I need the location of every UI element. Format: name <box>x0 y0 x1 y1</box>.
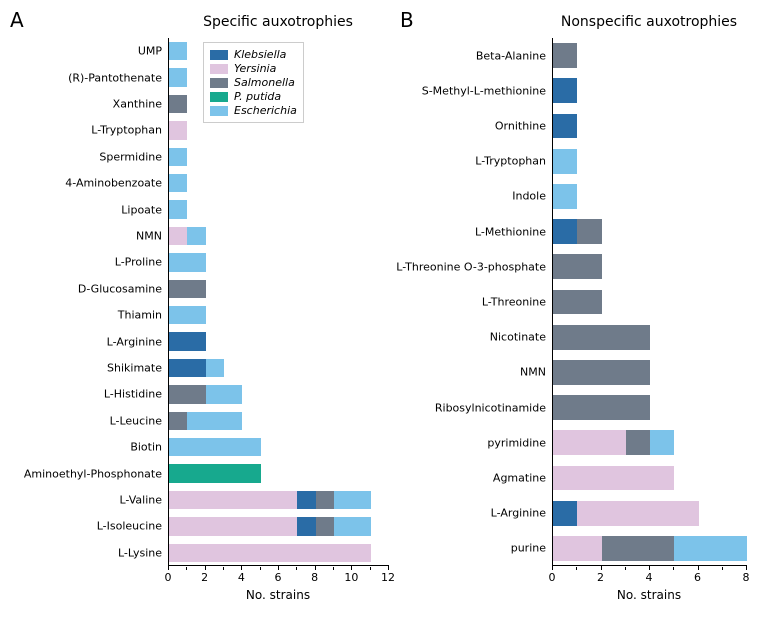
xtick-minor-mark <box>333 567 334 570</box>
xtick-minor-mark <box>576 567 577 570</box>
ytick-label: Nicotinate <box>490 331 546 344</box>
xtick-mark <box>698 565 699 570</box>
ytick-label: Indole <box>512 190 546 203</box>
xtick-minor-mark <box>223 567 224 570</box>
panel-b-yticks: Beta-Alanine S-Methyl-L-methionine Ornithi… <box>0 38 552 566</box>
ytick-label: Ribosylnicotinamide <box>435 401 546 414</box>
xtick-label: 2 <box>201 571 208 584</box>
ytick-label: L-Threonine O-3-phosphate <box>396 260 546 273</box>
panel-a-title: Specific auxotrophies <box>168 14 388 30</box>
xtick-minor-mark <box>186 567 187 570</box>
panel-b-xlabel: No. strains <box>552 588 746 602</box>
xtick-mark <box>649 565 650 570</box>
xtick-minor-mark <box>370 567 371 570</box>
panel-a-label: A <box>10 8 24 32</box>
xtick-label: 0 <box>549 571 556 584</box>
xtick-label: 2 <box>597 571 604 584</box>
ytick-label: Beta-Alanine <box>476 49 546 62</box>
ytick-label: pyrimidine <box>487 436 546 449</box>
xtick-label: 0 <box>165 571 172 584</box>
ytick-label: L-Methionine <box>475 225 546 238</box>
xtick-label: 4 <box>646 571 653 584</box>
panel-a-xlabel: No. strains <box>168 588 388 602</box>
xtick-label: 6 <box>275 571 282 584</box>
xtick-label: 4 <box>238 571 245 584</box>
ytick-label: NMN <box>520 366 546 379</box>
xtick-minor-mark <box>722 567 723 570</box>
ytick-label: purine <box>511 542 546 555</box>
xtick-label: 8 <box>743 571 750 584</box>
xtick-minor-mark <box>260 567 261 570</box>
xtick-mark <box>552 565 553 570</box>
xtick-mark <box>601 565 602 570</box>
xtick-label: 10 <box>344 571 358 584</box>
panel-b-title: Nonspecific auxotrophies <box>552 14 746 30</box>
ytick-label: L-Threonine <box>482 296 546 309</box>
ytick-label: L-Arginine <box>491 507 546 520</box>
ytick-label: S-Methyl-L-methionine <box>422 84 546 97</box>
panel-b-xticks: 02468 <box>552 38 746 566</box>
xtick-label: 12 <box>381 571 395 584</box>
ytick-label: Ornithine <box>495 120 546 133</box>
xtick-mark <box>746 565 747 570</box>
ytick-label: Agmatine <box>493 472 546 485</box>
ytick-label: L-Tryptophan <box>475 155 546 168</box>
xtick-label: 6 <box>694 571 701 584</box>
xtick-minor-mark <box>625 567 626 570</box>
xtick-minor-mark <box>673 567 674 570</box>
xtick-minor-mark <box>296 567 297 570</box>
xtick-label: 8 <box>311 571 318 584</box>
panel-b-label: B <box>400 8 414 32</box>
